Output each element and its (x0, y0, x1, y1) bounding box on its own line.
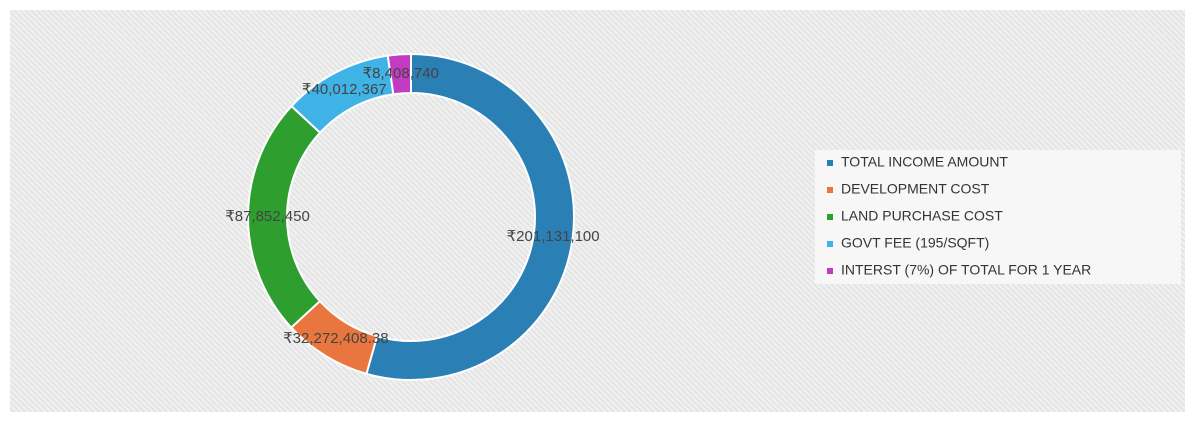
legend-swatch (827, 241, 833, 247)
legend-label: LAND PURCHASE COST (841, 208, 1003, 224)
legend-label: INTERST (7%) OF TOTAL FOR 1 YEAR (841, 262, 1091, 278)
legend-label: TOTAL INCOME AMOUNT (841, 154, 1008, 170)
legend-box (815, 150, 1181, 284)
legend-swatch (827, 214, 833, 220)
donut-slice (365, 52, 575, 381)
data-label: ₹40,012,367 (302, 81, 387, 98)
data-label: ₹201,131,100 (507, 228, 600, 245)
donut-slice (386, 52, 412, 96)
data-label: ₹8,408,740 (363, 65, 439, 82)
legend-swatch (827, 268, 833, 274)
legend-label: DEVELOPMENT COST (841, 181, 990, 197)
legend-swatch (827, 187, 833, 193)
data-label: ₹32,272,408.38 (283, 330, 388, 347)
legend-label: GOVT FEE (195/SQFT) (841, 235, 989, 251)
data-label: ₹87,852,450 (225, 208, 310, 225)
legend-swatch (827, 160, 833, 166)
